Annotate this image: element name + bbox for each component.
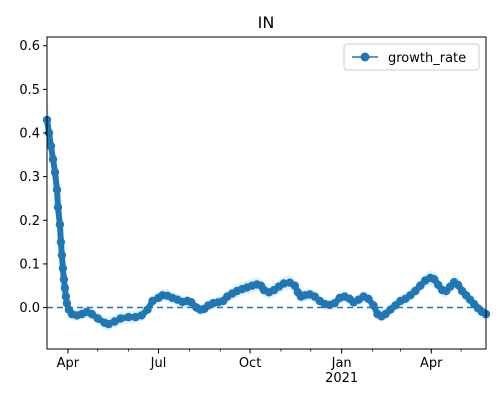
axes-background <box>47 37 486 349</box>
data-point <box>369 301 378 310</box>
data-point <box>50 168 60 177</box>
chart-title: IN <box>258 13 275 32</box>
series-markers <box>42 115 491 329</box>
x-tick-label: Apr <box>57 356 80 371</box>
y-tick-label: 0.0 <box>19 301 40 316</box>
data-point <box>143 305 152 314</box>
y-tick-label: 0.4 <box>19 127 40 142</box>
data-point <box>46 141 56 151</box>
data-point <box>53 203 63 212</box>
data-point <box>453 280 463 290</box>
data-point <box>58 264 68 273</box>
x-tick-label: Jul <box>150 356 167 371</box>
data-point <box>116 314 125 323</box>
data-point <box>124 312 133 322</box>
legend: growth_rate <box>343 43 480 71</box>
data-point <box>330 299 339 308</box>
data-point <box>56 237 66 247</box>
data-point <box>62 299 72 308</box>
plot-area <box>42 37 491 349</box>
x-tick-label: Oct <box>239 356 261 371</box>
axes-frame <box>46 36 487 350</box>
data-point <box>364 294 373 303</box>
data-point <box>411 286 420 296</box>
y-tick-label: 0.3 <box>19 170 40 185</box>
data-point <box>57 251 67 260</box>
y-tick-label: 0.1 <box>19 257 40 272</box>
data-point <box>187 298 196 307</box>
data-point <box>93 314 103 323</box>
data-point <box>60 283 70 293</box>
data-point <box>416 281 425 290</box>
data-point <box>87 309 97 319</box>
data-point <box>48 155 58 164</box>
data-point <box>59 275 69 284</box>
y-tick-label: 0.6 <box>19 39 40 54</box>
x-tick-label: Apr <box>420 356 443 371</box>
data-point <box>61 292 71 301</box>
legend-label-growth-rate: growth_rate <box>388 51 466 66</box>
x-tick-year-label: 2021 <box>325 371 358 386</box>
legend-box <box>343 43 480 71</box>
y-axis: 0.0 0.1 0.2 0.3 0.4 0.5 0.6 <box>19 39 47 316</box>
data-point <box>137 311 146 320</box>
x-tick-label: Jan <box>331 356 352 371</box>
y-tick-label: 0.2 <box>19 214 40 229</box>
y-tick-label: 0.5 <box>19 83 40 98</box>
legend-marker-sample <box>360 52 370 62</box>
data-point <box>55 220 65 229</box>
data-point <box>52 185 62 194</box>
data-point <box>290 281 300 290</box>
